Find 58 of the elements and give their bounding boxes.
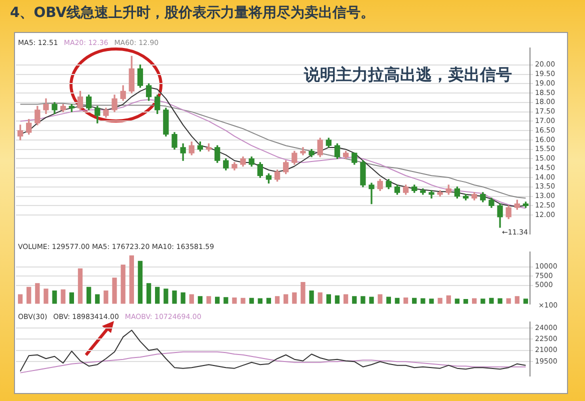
bar: [343, 294, 348, 304]
bar: [26, 286, 32, 304]
bar: [86, 286, 92, 304]
bar: [52, 290, 57, 304]
bar: [129, 255, 134, 304]
bar: [224, 297, 228, 304]
text: 说明主力拉高出逃，卖出信号: [303, 65, 512, 84]
bar: [232, 298, 237, 304]
bar: [394, 298, 400, 304]
bar: [378, 294, 382, 304]
bar: [454, 298, 460, 304]
bar: [206, 296, 212, 304]
bar: [180, 292, 186, 304]
bar: [112, 278, 117, 304]
bar: [326, 294, 332, 304]
bar: [155, 286, 160, 304]
bar: [498, 298, 502, 304]
bar: [386, 296, 391, 304]
bar: [120, 264, 126, 304]
bar: [198, 296, 203, 304]
bar: [360, 296, 366, 304]
bar: [69, 292, 74, 304]
bar: [164, 288, 168, 304]
bar: [60, 289, 66, 304]
bar: [189, 294, 194, 304]
bar: [274, 296, 280, 304]
bar: [172, 290, 177, 304]
bar: [240, 298, 246, 304]
bar: [146, 283, 152, 304]
bar: [284, 294, 288, 304]
bar: [292, 292, 297, 304]
bar: [446, 295, 451, 304]
bar: [78, 268, 83, 304]
bar: [429, 298, 434, 304]
bar: [300, 282, 306, 304]
bar: [104, 290, 108, 304]
bar: [249, 298, 254, 304]
bar: [138, 260, 143, 304]
bar: [18, 294, 23, 304]
bar: [35, 283, 40, 304]
bar: [438, 298, 442, 304]
bar: [95, 294, 100, 304]
bar: [489, 298, 494, 304]
bar: [318, 292, 322, 304]
bar: [44, 288, 48, 304]
bar: [352, 296, 357, 304]
bar: [214, 296, 220, 304]
bar: [334, 295, 340, 304]
chart-title: 4、OBV线急速上升时，股价表示力量将用尽为卖出信号。: [10, 4, 375, 22]
bar: [523, 298, 528, 304]
bar: [480, 298, 486, 304]
bar: [369, 296, 374, 304]
bar: [309, 290, 314, 304]
bar: [403, 298, 408, 304]
bar: [463, 299, 468, 304]
bar: [412, 298, 417, 304]
bar: [266, 298, 272, 304]
bar: [514, 296, 520, 304]
